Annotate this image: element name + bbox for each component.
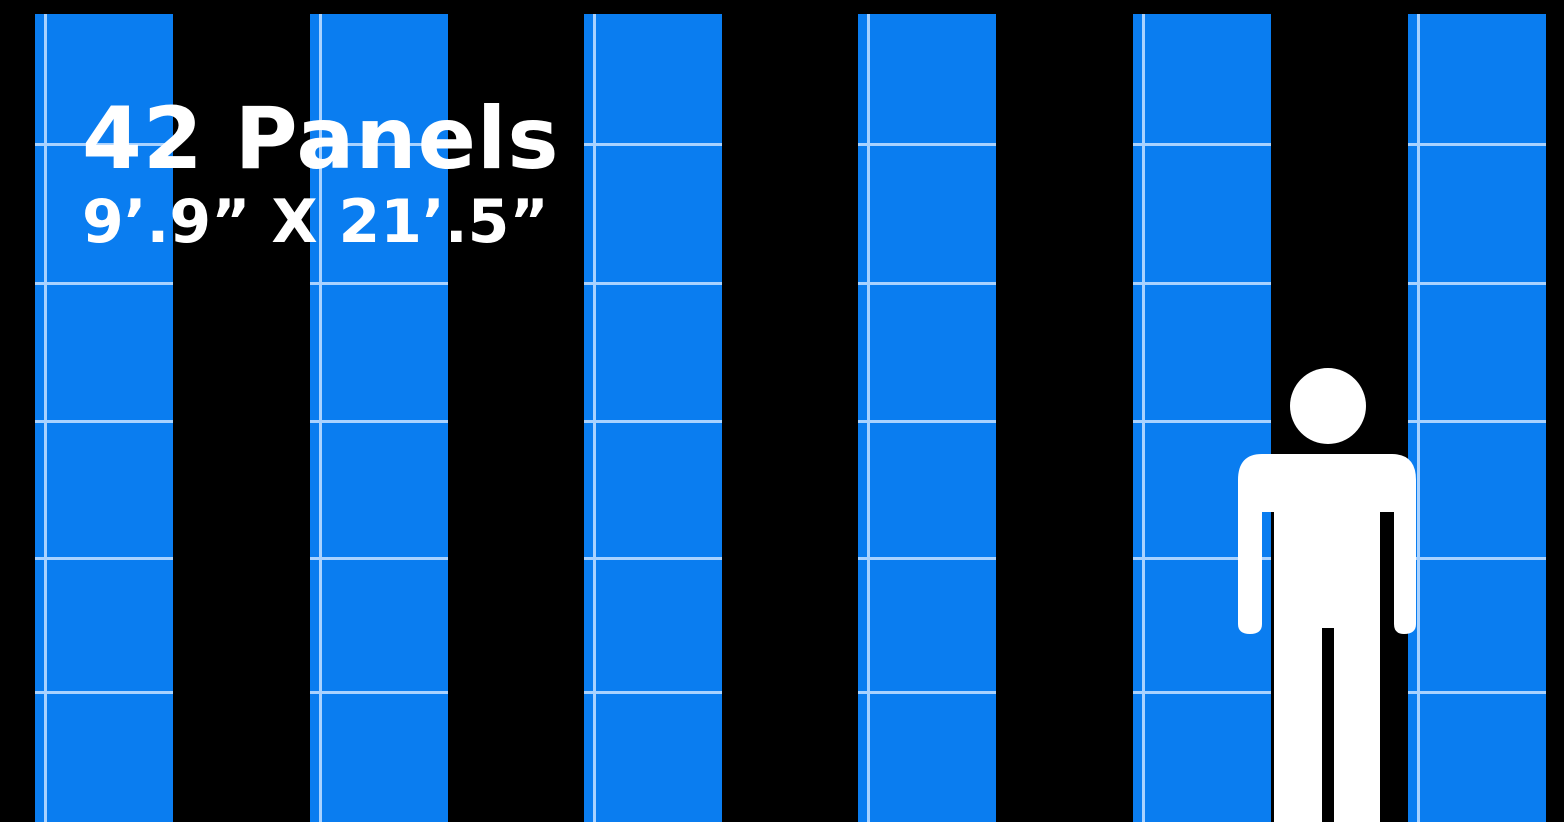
- panel-face: [1420, 14, 1546, 822]
- horizontal-seam: [35, 282, 173, 285]
- panel-column-3: [584, 14, 722, 822]
- vertical-seam: [593, 14, 596, 822]
- horizontal-seam: [1133, 557, 1271, 560]
- panel-face: [322, 14, 448, 822]
- panel-edge: [858, 14, 867, 822]
- horizontal-seam: [35, 691, 173, 694]
- horizontal-seam: [858, 691, 996, 694]
- horizontal-seam: [1408, 143, 1546, 146]
- horizontal-seam: [584, 557, 722, 560]
- panel-column-1: [35, 14, 173, 822]
- horizontal-seam: [584, 691, 722, 694]
- horizontal-seam: [1133, 691, 1271, 694]
- panel-face: [1145, 14, 1271, 822]
- horizontal-seam: [310, 691, 448, 694]
- panel-edge: [310, 14, 319, 822]
- horizontal-seam: [1408, 557, 1546, 560]
- horizontal-seam: [1133, 420, 1271, 423]
- panel-edge: [1408, 14, 1417, 822]
- horizontal-seam: [310, 420, 448, 423]
- panel-face: [870, 14, 996, 822]
- horizontal-seam: [35, 557, 173, 560]
- horizontal-seam: [310, 143, 448, 146]
- panel-edge: [35, 14, 44, 822]
- horizontal-seam: [1408, 420, 1546, 423]
- horizontal-seam: [1408, 282, 1546, 285]
- wall-dimensions-label: 9’.9” X 21’.5”: [82, 187, 549, 257]
- caption: 42 Panels 9’.9” X 21’.5”: [82, 96, 560, 252]
- panel-column-6: [1408, 14, 1546, 822]
- horizontal-seam: [858, 282, 996, 285]
- horizontal-seam: [1133, 282, 1271, 285]
- panel-face: [596, 14, 722, 822]
- horizontal-seam: [310, 557, 448, 560]
- panel-edge: [584, 14, 593, 822]
- person-icon: [1238, 368, 1416, 822]
- horizontal-seam: [858, 557, 996, 560]
- panel-column-5: [1133, 14, 1271, 822]
- horizontal-seam: [35, 420, 173, 423]
- horizontal-seam: [858, 420, 996, 423]
- horizontal-seam: [1133, 143, 1271, 146]
- panel-edge: [1133, 14, 1142, 822]
- panel-column-4: [858, 14, 996, 822]
- vertical-seam: [319, 14, 322, 822]
- horizontal-seam: [1408, 691, 1546, 694]
- panel-column-2: [310, 14, 448, 822]
- panel-count-label: 42 Panels: [82, 89, 560, 189]
- horizontal-seam: [584, 282, 722, 285]
- vertical-seam: [867, 14, 870, 822]
- panel-face: [47, 14, 173, 822]
- horizontal-seam: [858, 143, 996, 146]
- vertical-seam: [1142, 14, 1145, 822]
- horizontal-seam: [35, 143, 173, 146]
- vertical-seam: [44, 14, 47, 822]
- horizontal-seam: [584, 420, 722, 423]
- vertical-seam: [1417, 14, 1420, 822]
- horizontal-seam: [584, 143, 722, 146]
- horizontal-seam: [310, 282, 448, 285]
